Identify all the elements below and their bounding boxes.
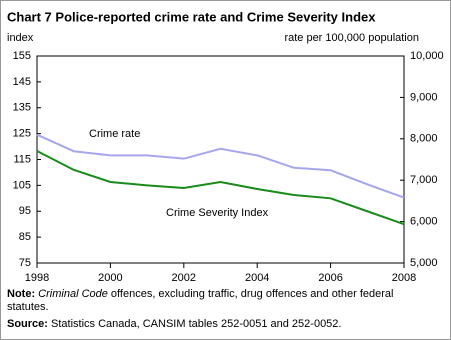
chart: Chart 7 Police-reported crime rate and C… bbox=[7, 9, 444, 284]
y2-tick-label: 5,000 bbox=[410, 257, 438, 269]
x-tick-label: 2006 bbox=[318, 272, 342, 284]
y2-tick-label: 6,000 bbox=[410, 216, 438, 228]
y-tick-label: 105 bbox=[13, 179, 31, 191]
y2-tick-label: 7,000 bbox=[410, 174, 438, 186]
note-text: offences, excluding traffic, drug offenc… bbox=[7, 288, 394, 313]
y-tick-label: 135 bbox=[13, 102, 31, 114]
note: Note: Criminal Code offences, excluding … bbox=[7, 288, 437, 314]
plot-frame bbox=[36, 55, 405, 264]
y-tick-label: 145 bbox=[13, 76, 31, 88]
y-tick-label: 85 bbox=[19, 231, 31, 243]
x-tick-label: 2004 bbox=[245, 272, 269, 284]
y-tick-label: 115 bbox=[13, 153, 31, 165]
x-tick-label: 2002 bbox=[172, 272, 196, 284]
series-label: Crime rate bbox=[89, 128, 140, 140]
source-text: Statistics Canada, CANSIM tables 252-005… bbox=[47, 318, 342, 330]
y-tick-label: 125 bbox=[13, 128, 31, 140]
x-tick-label: 2000 bbox=[98, 272, 122, 284]
x-tick-label: 2008 bbox=[392, 272, 416, 284]
note-label: Note: bbox=[7, 288, 36, 300]
y-tick-label: 75 bbox=[19, 257, 31, 269]
y-tick-label: 95 bbox=[19, 205, 31, 217]
y2-tick-label: 10,000 bbox=[410, 50, 444, 62]
series-label: Crime Severity Index bbox=[166, 207, 269, 219]
chart-title: Chart 7 Police-reported crime rate and C… bbox=[7, 9, 376, 24]
y2-tick-label: 8,000 bbox=[410, 133, 438, 145]
y-axis-label: index bbox=[7, 32, 34, 44]
source: Source: Statistics Canada, CANSIM tables… bbox=[7, 318, 341, 331]
x-tick-label: 1998 bbox=[25, 272, 49, 284]
y2-tick-label: 9,000 bbox=[410, 91, 438, 103]
y-tick-label: 155 bbox=[13, 50, 31, 62]
series-line bbox=[36, 150, 405, 226]
series-line bbox=[36, 133, 405, 199]
y2-axis-label: rate per 100,000 population bbox=[284, 32, 419, 44]
source-label: Source: bbox=[7, 318, 48, 330]
note-italic: Criminal Code bbox=[38, 288, 108, 300]
